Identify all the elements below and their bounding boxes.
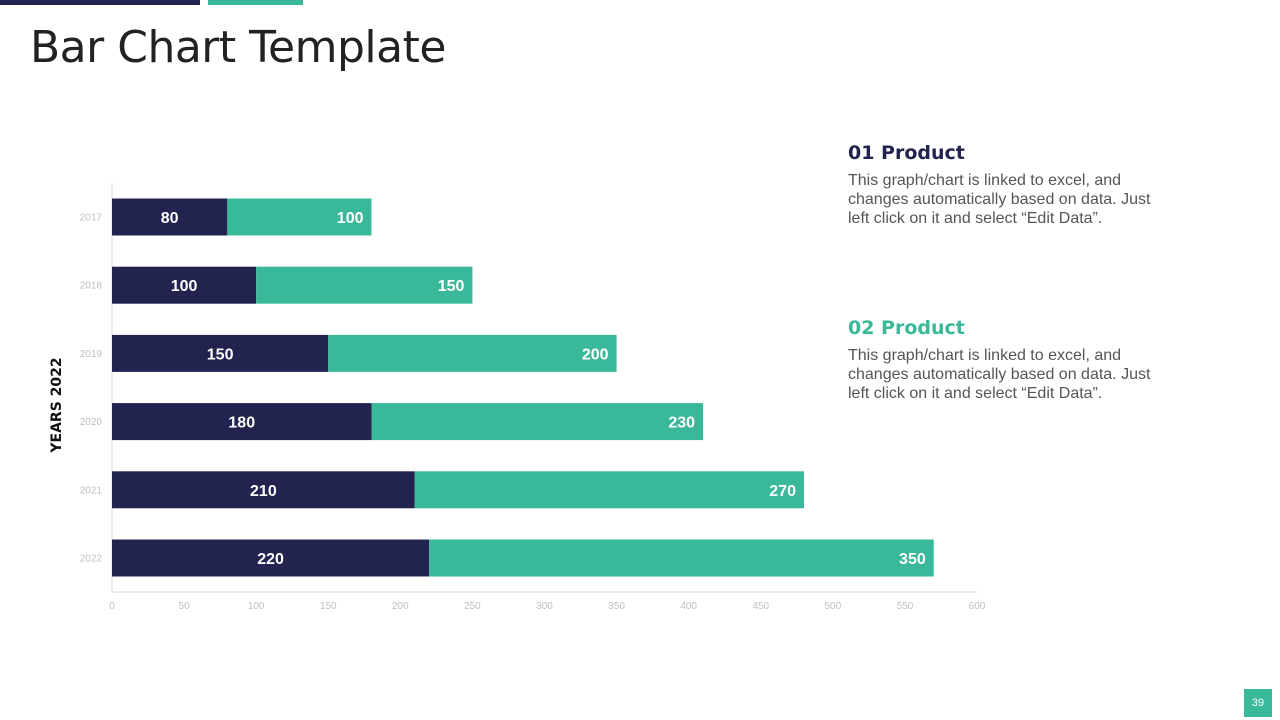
y-tick-label: 2017 (80, 213, 103, 224)
x-tick-label: 550 (897, 601, 914, 612)
x-tick-label: 450 (752, 601, 769, 612)
bar-segment-series-1 (112, 403, 372, 441)
page-title: Bar Chart Template (30, 22, 446, 73)
bar-segment-series-2 (328, 334, 617, 372)
legend-product-2-text: This graph/chart is linked to excel, and… (848, 347, 1151, 402)
bar-segment-series-1 (112, 471, 415, 509)
bar-segment-series-2 (256, 266, 473, 304)
bar-value-label: 180 (228, 415, 255, 432)
y-tick-label: 2022 (80, 554, 103, 565)
bar-segment-series-1 (112, 198, 228, 236)
legend-product-2-title: 02 Product (848, 317, 965, 339)
bar-segment-series-2 (227, 198, 372, 236)
bar-segment-series-2 (429, 539, 934, 577)
x-tick-label: 300 (536, 601, 553, 612)
bar-value-label: 230 (668, 415, 695, 432)
legend-product-1-title: 01 Product (848, 142, 965, 164)
x-tick-label: 150 (320, 601, 337, 612)
x-tick-label: 500 (824, 601, 841, 612)
x-tick-label: 400 (680, 601, 697, 612)
bar-value-label: 200 (582, 346, 609, 363)
bar-value-label: 210 (250, 483, 277, 500)
x-tick-label: 100 (248, 601, 265, 612)
x-tick-label: 350 (608, 601, 625, 612)
bar-segment-series-1 (112, 334, 329, 372)
x-tick-label: 50 (179, 601, 191, 612)
x-tick-label: 0 (109, 601, 115, 612)
bar-value-label: 150 (207, 346, 234, 363)
y-tick-label: 2020 (80, 417, 103, 428)
bar-value-label: 350 (899, 551, 926, 568)
top-accent-bar-navy (0, 0, 200, 5)
y-tick-label: 2018 (80, 281, 103, 292)
bar-value-label: 220 (257, 551, 284, 568)
page-number: 39 (1244, 689, 1272, 717)
bar-value-label: 270 (769, 483, 796, 500)
x-tick-label: 200 (392, 601, 409, 612)
bar-value-label: 150 (438, 278, 465, 295)
bar-value-label: 100 (337, 210, 364, 227)
legend-product-2: 02 Product This graph/chart is linked to… (848, 317, 1168, 403)
bar-segment-series-2 (371, 403, 704, 441)
bar-segment-series-1 (112, 539, 430, 577)
bar-segment-series-1 (112, 266, 257, 304)
y-axis-label: YEARS 2022 (49, 357, 65, 453)
y-tick-label: 2019 (80, 349, 103, 360)
bar-value-label: 100 (171, 278, 198, 295)
legend-product-1-text: This graph/chart is linked to excel, and… (848, 172, 1151, 227)
bar-value-label: 80 (161, 210, 179, 227)
x-tick-label: 600 (969, 601, 986, 612)
bar-segment-series-2 (414, 471, 804, 509)
x-tick-label: 250 (464, 601, 481, 612)
y-tick-label: 2021 (80, 485, 103, 496)
top-accent-bar-teal (208, 0, 303, 5)
legend-product-1: 01 Product This graph/chart is linked to… (848, 142, 1168, 228)
